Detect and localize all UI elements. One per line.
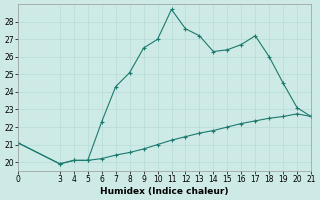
X-axis label: Humidex (Indice chaleur): Humidex (Indice chaleur) [100, 187, 229, 196]
